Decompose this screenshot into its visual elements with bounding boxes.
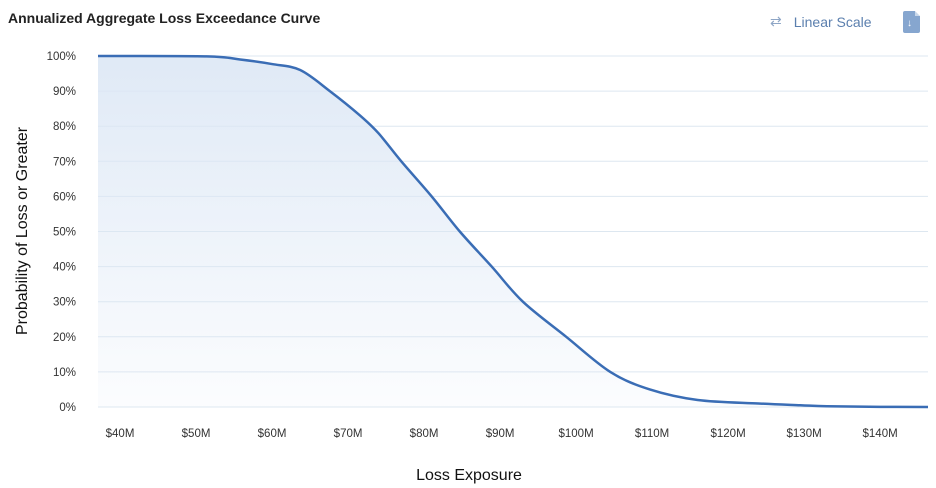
y-tick-label: 30% bbox=[53, 297, 76, 309]
chart-title: Annualized Aggregate Loss Exceedance Cur… bbox=[8, 10, 321, 26]
x-tick-label: $100M bbox=[559, 428, 594, 440]
x-tick-label: $140M bbox=[863, 428, 898, 440]
y-tick-label: 0% bbox=[59, 402, 76, 414]
x-tick-label: $120M bbox=[711, 428, 746, 440]
y-tick-label: 100% bbox=[47, 51, 76, 63]
x-tick-label: $40M bbox=[106, 428, 135, 440]
y-axis-title: Probability of Loss or Greater bbox=[14, 126, 31, 335]
x-tick-label: $110M bbox=[635, 428, 669, 440]
download-file-icon: ↓ bbox=[907, 18, 912, 29]
download-button[interactable]: ↓ bbox=[903, 11, 920, 33]
y-tick-label: 70% bbox=[53, 156, 76, 168]
scale-toggle-label: Linear Scale bbox=[793, 13, 872, 30]
y-tick-label: 90% bbox=[53, 86, 76, 98]
x-axis-title: Loss Exposure bbox=[416, 467, 522, 484]
y-tick-label: 50% bbox=[53, 227, 76, 239]
exceedance-line bbox=[97, 54, 929, 409]
x-tick-label: $50M bbox=[182, 428, 211, 440]
x-tick-label: $60M bbox=[258, 428, 287, 440]
swap-arrows-icon: ⇄ bbox=[770, 13, 782, 29]
x-tick-label: $130M bbox=[787, 428, 822, 440]
y-tick-label: 60% bbox=[53, 191, 76, 203]
x-tick-label: $90M bbox=[486, 428, 515, 440]
x-tick-label: $70M bbox=[334, 428, 363, 440]
y-tick-label: 40% bbox=[53, 262, 76, 274]
x-tick-label: $80M bbox=[410, 428, 439, 440]
y-tick-label: 10% bbox=[53, 367, 76, 379]
linear-scale-toggle[interactable]: ⇄ Linear Scale bbox=[770, 13, 872, 30]
exceedance-area bbox=[98, 55, 928, 408]
y-tick-label: 80% bbox=[53, 121, 76, 133]
y-tick-label: 20% bbox=[53, 332, 76, 344]
